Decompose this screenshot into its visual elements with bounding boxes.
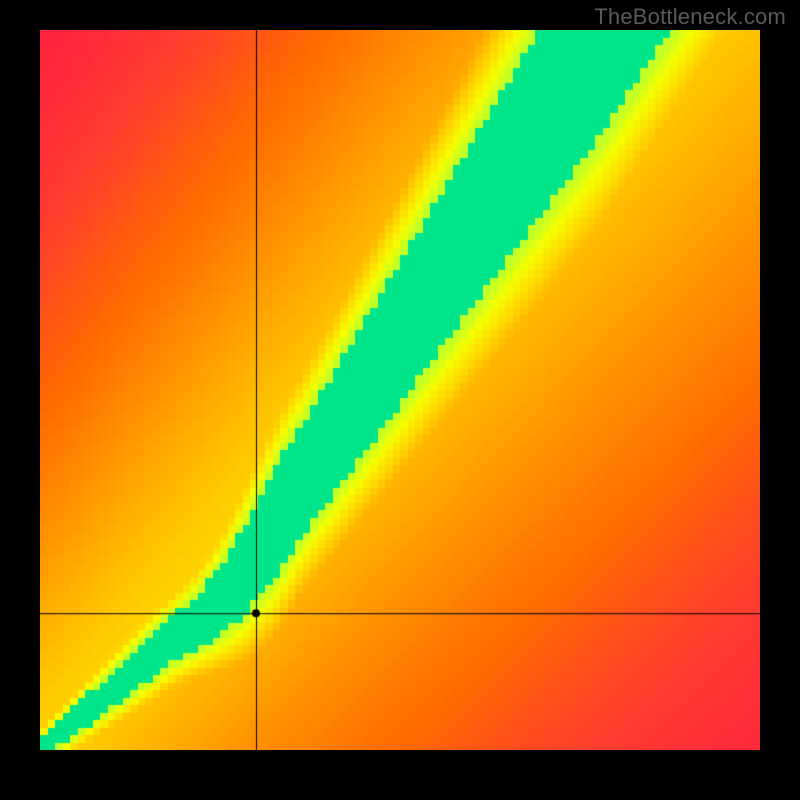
watermark-text: TheBottleneck.com — [594, 4, 786, 30]
chart-frame: TheBottleneck.com — [0, 0, 800, 800]
bottleneck-heatmap — [40, 30, 760, 750]
